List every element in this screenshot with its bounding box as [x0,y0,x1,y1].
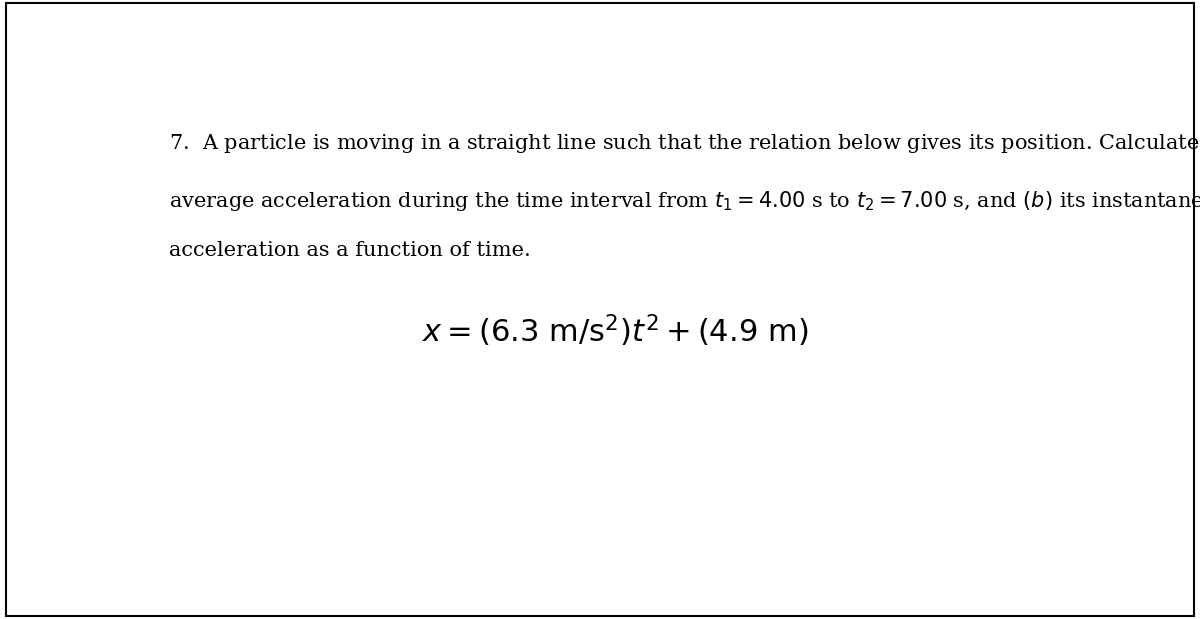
Text: 7.  A particle is moving in a straight line such that the relation below gives i: 7. A particle is moving in a straight li… [168,131,1200,155]
Text: average acceleration during the time interval from $t_1 = 4.00$ s to $t_2 = 7.00: average acceleration during the time int… [168,189,1200,213]
Text: $x = \left(6.3\ \mathrm{m/s^2}\right)t^2 + \left(4.9\ \mathrm{m}\right)$: $x = \left(6.3\ \mathrm{m/s^2}\right)t^2… [422,313,808,349]
Text: acceleration as a function of time.: acceleration as a function of time. [168,241,530,260]
